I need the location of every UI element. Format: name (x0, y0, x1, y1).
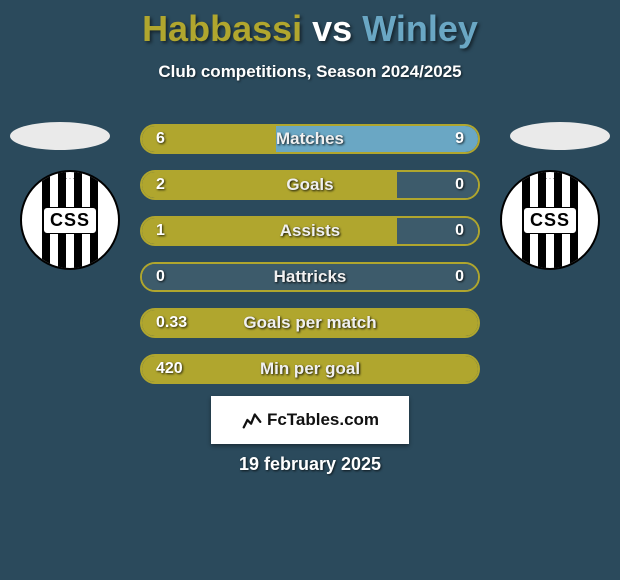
stat-row: 2 0 Goals (140, 170, 480, 200)
footer-brand-text: FcTables.com (267, 410, 379, 430)
stat-value-left: 2 (156, 176, 165, 194)
club-arc-text: · · · · · (542, 176, 559, 182)
vs-text: vs (312, 8, 352, 49)
stat-value-left: 0.33 (156, 314, 187, 332)
stat-row: 420 Min per goal (140, 354, 480, 384)
fctables-logo-icon (241, 409, 263, 431)
stat-value-left: 1 (156, 222, 165, 240)
club-badge-left: · · · · · CSS (20, 170, 120, 270)
stat-label: Goals per match (243, 313, 376, 333)
stat-value-left: 6 (156, 130, 165, 148)
player1-silhouette (10, 122, 110, 150)
stat-row: 1 0 Assists (140, 216, 480, 246)
stat-row: 0.33 Goals per match (140, 308, 480, 338)
date-text: 19 february 2025 (239, 454, 381, 475)
stat-label: Matches (276, 129, 344, 149)
subtitle: Club competitions, Season 2024/2025 (0, 62, 620, 82)
stat-label: Assists (280, 221, 340, 241)
stats-bars-container: 6 9 Matches 2 0 Goals 1 0 Assists 0 0 Hattricks 0.33… (140, 124, 480, 400)
club-abbrev-left: CSS (43, 207, 97, 234)
stat-neutral-segment (397, 218, 478, 244)
club-abbrev-right: CSS (523, 207, 577, 234)
stat-left-segment (142, 218, 397, 244)
footer-brand-badge: FcTables.com (211, 396, 409, 444)
comparison-title: Habbassi vs Winley (0, 0, 620, 50)
player1-name: Habbassi (142, 8, 302, 49)
stat-value-right: 0 (455, 222, 464, 240)
stat-row: 6 9 Matches (140, 124, 480, 154)
stat-value-right: 9 (455, 130, 464, 148)
player2-name: Winley (362, 8, 478, 49)
club-badge-right: · · · · · CSS (500, 170, 600, 270)
stat-row: 0 0 Hattricks (140, 262, 480, 292)
stat-left-segment (142, 172, 397, 198)
stat-value-left: 0 (156, 268, 165, 286)
stat-label: Goals (286, 175, 333, 195)
stat-value-left: 420 (156, 360, 183, 378)
stat-value-right: 0 (455, 176, 464, 194)
club-arc-text: · · · · · (62, 176, 79, 182)
stat-label: Hattricks (274, 267, 347, 287)
stat-neutral-segment (397, 172, 478, 198)
stat-label: Min per goal (260, 359, 360, 379)
stat-value-right: 0 (455, 268, 464, 286)
player2-silhouette (510, 122, 610, 150)
